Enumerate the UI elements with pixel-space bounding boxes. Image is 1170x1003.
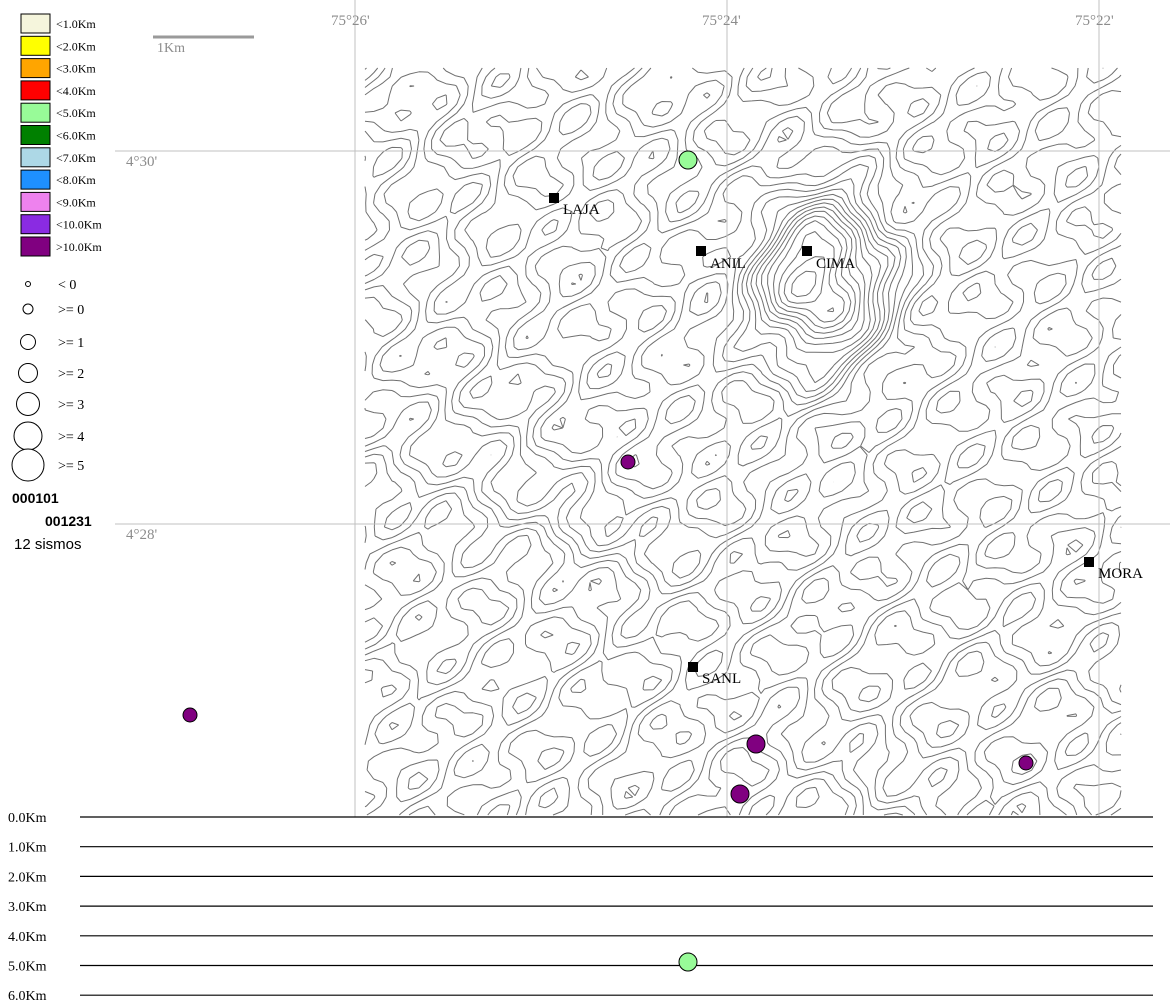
magnitude-legend-label: >= 4 bbox=[58, 430, 84, 445]
magnitude-circle bbox=[16, 392, 40, 416]
depth-legend-label: <7.0Km bbox=[56, 151, 96, 165]
depth-axis-label: 2.0Km bbox=[8, 870, 47, 885]
depth-profile: 0.0Km 1.0Km 2.0Km 3.0Km 4.0Km 5.0Km 6.0Km bbox=[8, 811, 1153, 1003]
station-marker[interactable] bbox=[549, 193, 559, 203]
station-marker[interactable] bbox=[688, 662, 698, 672]
longitude-label: 75°24' bbox=[702, 13, 741, 29]
depth-legend-label: <8.0Km bbox=[56, 173, 96, 187]
depth-legend-label: <10.0Km bbox=[56, 218, 102, 232]
profile-hypocenter[interactable] bbox=[678, 952, 698, 972]
earthquake-epicenter[interactable] bbox=[730, 784, 750, 804]
depth-legend-label: <1.0Km bbox=[56, 17, 96, 31]
depth-swatch bbox=[20, 214, 51, 235]
station-marker[interactable] bbox=[696, 246, 706, 256]
depth-legend: <1.0Km <2.0Km <3.0Km <4.0Km <5.0Km <6.0Km <7.0… bbox=[20, 13, 102, 257]
earthquake-epicenter[interactable] bbox=[182, 707, 198, 723]
epicenters bbox=[182, 150, 1034, 804]
longitude-label: 75°22' bbox=[1075, 13, 1114, 29]
station-label: ANIL bbox=[710, 256, 746, 272]
earthquake-epicenter[interactable] bbox=[746, 734, 766, 754]
depth-axis-label: 4.0Km bbox=[8, 930, 47, 945]
station-marker[interactable] bbox=[802, 246, 812, 256]
depth-legend-label: <4.0Km bbox=[56, 84, 96, 98]
date-end: 001231 bbox=[45, 513, 92, 529]
scale-bar-label: 1Km bbox=[157, 41, 185, 56]
depth-axis-label: 6.0Km bbox=[8, 989, 47, 1003]
longitude-label: 75°26' bbox=[331, 13, 370, 29]
graticule bbox=[115, 0, 1170, 817]
depth-swatch bbox=[20, 35, 51, 56]
depth-swatch bbox=[20, 191, 51, 212]
catalog-summary: 000101 001231 12 sismos bbox=[12, 490, 92, 553]
magnitude-legend-label: >= 3 bbox=[58, 398, 84, 413]
station-label: LAJA bbox=[563, 202, 600, 218]
depth-legend-label: <9.0Km bbox=[56, 195, 96, 209]
topographic-contours bbox=[364, 67, 1122, 816]
depth-swatch bbox=[20, 169, 51, 190]
depth-legend-label: <2.0Km bbox=[56, 39, 96, 53]
depth-legend-label: <6.0Km bbox=[56, 129, 96, 143]
earthquake-epicenter[interactable] bbox=[678, 150, 698, 170]
magnitude-legend-label: >= 0 bbox=[58, 303, 84, 318]
depth-swatch bbox=[20, 102, 51, 123]
depth-axis-label: 0.0Km bbox=[8, 811, 47, 826]
earthquake-epicenter[interactable] bbox=[620, 454, 636, 470]
latitude-label: 4°28' bbox=[126, 527, 157, 543]
depth-swatch bbox=[20, 147, 51, 168]
magnitude-circle bbox=[25, 281, 31, 287]
magnitude-legend-label: >= 2 bbox=[58, 367, 84, 382]
stations: LAJA ANIL CIMA MORA SANL bbox=[549, 193, 1143, 687]
depth-swatch bbox=[20, 13, 51, 34]
depth-legend-label: <5.0Km bbox=[56, 106, 96, 120]
magnitude-circle bbox=[11, 448, 45, 482]
station-label: SANL bbox=[702, 671, 741, 687]
depth-swatch bbox=[20, 80, 51, 101]
magnitude-legend-label: >= 1 bbox=[58, 336, 84, 351]
magnitude-legend-label: < 0 bbox=[58, 278, 76, 293]
contour-lines bbox=[364, 67, 1122, 816]
station-label: MORA bbox=[1098, 566, 1143, 582]
depth-axis-label: 1.0Km bbox=[8, 841, 47, 856]
magnitude-circle bbox=[13, 421, 43, 451]
depth-swatch bbox=[20, 236, 51, 257]
magnitude-circle bbox=[22, 303, 34, 315]
depth-legend-label: <3.0Km bbox=[56, 62, 96, 76]
magnitude-circle bbox=[18, 363, 38, 383]
magnitude-legend-label: >= 5 bbox=[58, 459, 84, 474]
depth-legend-label: >10.0Km bbox=[56, 240, 102, 254]
station-marker[interactable] bbox=[1084, 557, 1094, 567]
depth-axis-label: 5.0Km bbox=[8, 960, 47, 975]
depth-swatch bbox=[20, 125, 51, 145]
station-label: CIMA bbox=[816, 256, 855, 272]
magnitude-circle bbox=[20, 334, 36, 350]
depth-axis-label: 3.0Km bbox=[8, 900, 47, 915]
depth-swatch bbox=[20, 58, 51, 79]
magnitude-legend: < 0 >= 0 >= 1 >= 2 >= 3 >= 4 >= 5 bbox=[11, 278, 84, 482]
latitude-label: 4°30' bbox=[126, 154, 157, 170]
event-count: 12 sismos bbox=[14, 536, 82, 553]
earthquake-epicenter[interactable] bbox=[1018, 755, 1034, 771]
scale-bar: 1Km bbox=[153, 35, 254, 56]
date-start: 000101 bbox=[12, 490, 59, 506]
